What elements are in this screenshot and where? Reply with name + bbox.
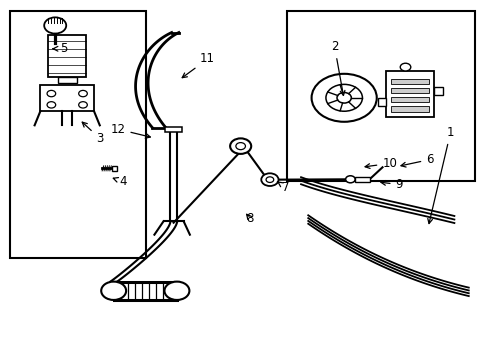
Text: 7: 7: [277, 181, 289, 194]
Bar: [390, 79, 428, 84]
Bar: [390, 97, 428, 102]
Circle shape: [44, 17, 66, 33]
Text: 11: 11: [182, 53, 215, 78]
Text: 5: 5: [53, 42, 67, 55]
Text: 6: 6: [400, 153, 433, 167]
Bar: [377, 98, 386, 105]
Circle shape: [164, 282, 189, 300]
Circle shape: [399, 63, 410, 71]
Bar: [390, 88, 428, 93]
Bar: [112, 166, 117, 171]
Bar: [48, 35, 86, 77]
Circle shape: [101, 282, 126, 300]
Bar: [58, 77, 77, 83]
Bar: [354, 177, 369, 182]
Text: 3: 3: [82, 122, 103, 145]
Text: 12: 12: [110, 123, 150, 138]
Circle shape: [79, 90, 87, 97]
Bar: [390, 106, 428, 112]
Bar: [165, 127, 182, 132]
Circle shape: [47, 90, 56, 97]
Circle shape: [235, 143, 245, 150]
Circle shape: [261, 173, 278, 186]
Bar: [386, 71, 433, 117]
Text: 8: 8: [245, 212, 253, 225]
Circle shape: [345, 176, 354, 183]
Circle shape: [47, 102, 56, 108]
Bar: [41, 85, 94, 111]
Text: 2: 2: [330, 40, 344, 95]
Text: 4: 4: [113, 175, 127, 188]
Circle shape: [230, 138, 251, 154]
Circle shape: [311, 74, 376, 122]
Circle shape: [265, 177, 273, 183]
Circle shape: [336, 93, 351, 103]
Bar: [10, 12, 146, 258]
Bar: [286, 12, 474, 181]
Text: 9: 9: [380, 178, 402, 191]
Text: 1: 1: [427, 126, 453, 224]
Text: 10: 10: [365, 157, 396, 170]
Circle shape: [325, 84, 362, 111]
Bar: [433, 87, 442, 95]
Circle shape: [79, 102, 87, 108]
